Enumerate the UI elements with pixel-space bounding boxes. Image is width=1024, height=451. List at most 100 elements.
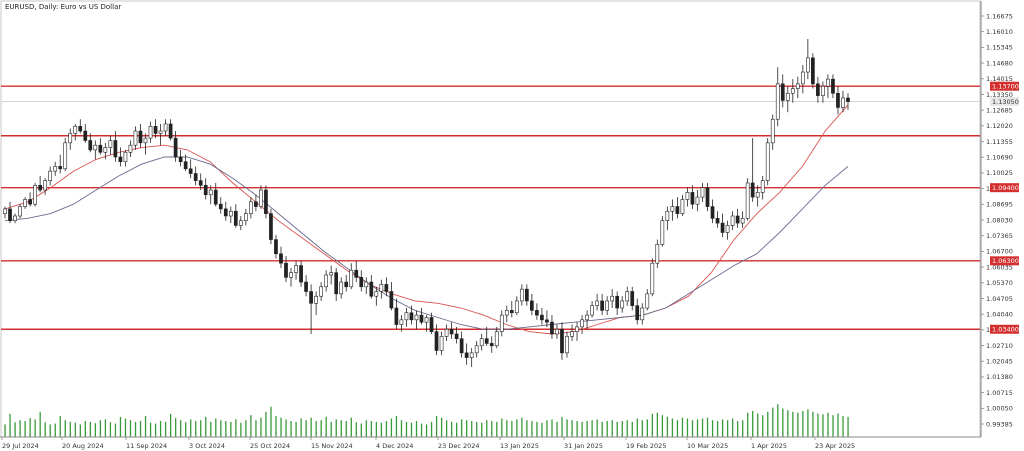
volume-bar-67 [340,420,342,437]
volume-bar-80 [405,421,408,437]
candle-78 [394,298,399,330]
candle-106 [535,303,539,320]
candle-2 [13,213,17,224]
volume-bar-134 [676,420,679,437]
candle-79 [399,315,404,332]
candle-82 [414,310,419,330]
candle-76 [384,277,389,297]
candle-84 [424,315,429,332]
x-tick-label: 11 Sep 2024 [126,442,167,450]
volume-bar-122 [616,421,618,437]
candle-17 [88,133,93,153]
volume-bar-101 [511,421,513,437]
candle-120 [605,296,609,316]
candle-103 [519,284,524,306]
candle-46 [233,204,238,228]
y-tick-label: 1.08695 [986,201,1013,209]
candles [3,39,850,368]
volume-bar-160 [807,409,809,437]
volume-bar-125 [631,421,633,437]
candle-121 [610,289,615,309]
candle-92 [464,343,469,365]
candle-52 [264,185,268,219]
volume-bar-1 [9,413,11,437]
volume-bar-70 [355,422,357,437]
volume-bar-90 [456,422,458,437]
volume-bar-98 [496,421,498,437]
volume-bar-42 [215,418,217,437]
candle-88 [444,324,449,342]
candle-68 [344,274,349,292]
candle-9 [48,166,53,186]
candle-143 [720,213,725,238]
volume-bar-103 [521,417,523,437]
candle-153 [770,114,775,150]
candle-85 [429,312,434,334]
candle-140 [705,182,710,212]
candle-74 [374,286,379,306]
x-tick-label: 1 Apr 2025 [751,442,787,450]
candle-90 [454,326,459,344]
candle-3 [18,204,22,219]
volume-bar-5 [29,418,31,437]
volume-bar-114 [576,421,578,437]
volume-bar-166 [837,413,839,437]
x-tick-label: 10 Mar 2025 [687,442,728,450]
volume-bar-159 [802,410,804,437]
volume-bar-10 [54,423,56,437]
candle-22 [113,131,118,162]
volume-bar-127 [641,420,643,437]
volume-bar-66 [335,419,337,437]
candle-47 [238,215,243,231]
volume-bar-45 [230,421,232,437]
candle-158 [795,76,800,99]
candle-155 [780,74,785,108]
candle-135 [680,194,685,216]
candle-4 [23,197,27,209]
candle-26 [133,126,138,150]
volume-bar-120 [606,421,608,437]
level-label-bg-4 [990,324,1019,334]
candle-49 [249,197,253,219]
volume-bar-138 [696,419,699,437]
x-tick-label: 3 Oct 2024 [189,442,225,450]
x-tick-label: 4 Dec 2024 [376,442,413,450]
volume-bar-18 [94,423,97,437]
volume-bar-131 [661,415,664,437]
volume-bar-39 [200,420,202,437]
candle-0 [3,206,7,219]
candle-151 [760,175,765,200]
candle-42 [213,182,218,207]
y-tick-label: 1.00715 [986,389,1013,397]
y-tick-label: 1.10690 [986,154,1013,162]
volume-bar-93 [471,421,473,437]
candle-126 [635,298,640,325]
volume-bar-149 [752,410,754,437]
candle-87 [439,331,444,356]
level-label-bg-0 [990,81,1019,91]
candle-105 [530,293,534,316]
volume-bar-154 [777,404,779,437]
candle-59 [299,260,303,287]
volume-bar-52 [265,411,267,437]
candle-20 [103,142,108,160]
x-tick-label: 13 Jan 2025 [500,442,539,450]
volume-bar-143 [721,419,724,437]
candle-71 [359,270,364,292]
candle-131 [660,215,665,247]
candle-165 [831,74,835,99]
level-label-bg-2 [990,183,1019,193]
candle-25 [128,140,133,157]
candle-93 [469,348,474,368]
candle-119 [600,293,604,316]
volume-bar-63 [320,420,322,437]
candle-65 [329,265,334,285]
candle-122 [615,291,620,316]
volume-bar-36 [185,422,187,437]
candle-167 [841,90,845,113]
candle-13 [68,128,73,150]
volume-bar-147 [742,420,744,437]
candle-29 [148,121,153,143]
volume-bar-146 [737,421,739,437]
